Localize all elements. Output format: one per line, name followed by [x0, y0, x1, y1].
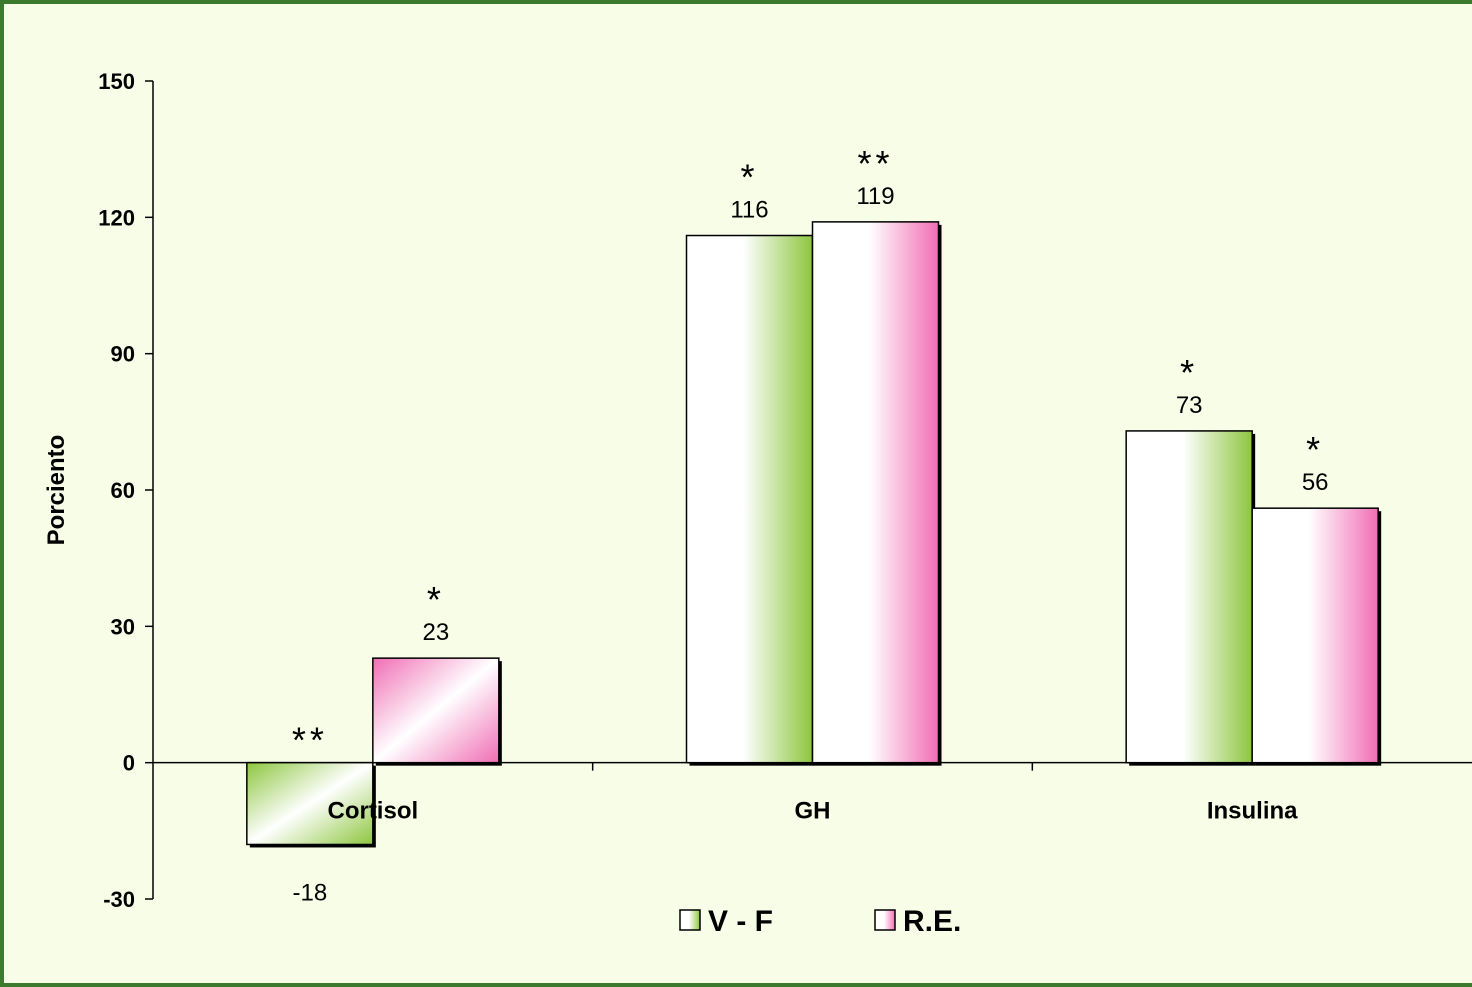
bar — [685, 234, 814, 764]
y-tick-label: 150 — [98, 69, 135, 94]
bar — [1251, 507, 1379, 764]
y-tick-label: 30 — [111, 614, 135, 639]
data-label: 119 — [856, 183, 894, 210]
data-label: 73 — [1176, 392, 1203, 419]
data-label: 116 — [730, 197, 768, 224]
legend: V - F R.E. — [679, 905, 961, 938]
bar — [811, 221, 940, 764]
bar — [1125, 430, 1253, 764]
category-label: Insulina — [1207, 798, 1298, 825]
bars — [246, 221, 1382, 848]
legend-label: V - F — [708, 905, 773, 938]
legend-swatch — [679, 909, 701, 931]
significance-marker: * — [1180, 352, 1198, 393]
category-label: GH — [795, 798, 831, 825]
y-axis-title: Porciento — [43, 435, 70, 546]
y-tick-label: -30 — [103, 887, 135, 912]
data-label: -18 — [292, 879, 327, 906]
significance-marker: * — [740, 157, 758, 198]
y-tick-label: 120 — [98, 205, 135, 230]
y-tick-label: 90 — [111, 342, 135, 367]
significance-marker: ** — [292, 720, 328, 761]
significance-marker: ** — [857, 143, 893, 184]
bar — [372, 657, 500, 764]
significance-marker: * — [1306, 429, 1324, 470]
legend-swatch — [874, 909, 896, 931]
significance-marker: * — [427, 579, 445, 620]
category-label: Cortisol — [327, 798, 418, 825]
y-tick-label: 60 — [111, 478, 135, 503]
data-label: 23 — [422, 619, 449, 646]
bar — [246, 761, 374, 846]
data-label: 56 — [1302, 469, 1329, 496]
y-tick-label: 0 — [123, 751, 135, 776]
legend-label: R.E. — [903, 905, 961, 938]
